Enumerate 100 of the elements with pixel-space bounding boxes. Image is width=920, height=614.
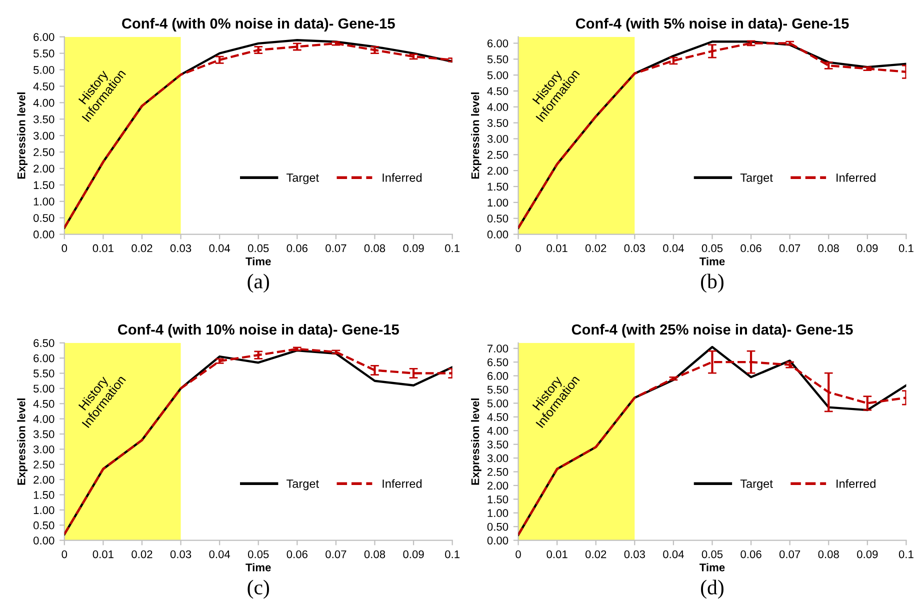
- y-tick-label: 5.00: [487, 399, 508, 408]
- y-tick-label: 1.00: [34, 198, 54, 206]
- x-tick-label: 0.01: [92, 550, 114, 558]
- x-tick-label: 0.01: [546, 244, 568, 252]
- y-tick-label: 3.00: [487, 454, 508, 462]
- x-tick-label: 0.08: [818, 244, 839, 252]
- x-tick-label: 0.05: [702, 550, 723, 558]
- y-tick-label: 5.50: [487, 386, 508, 394]
- y-tick-label: 6.00: [487, 39, 508, 48]
- x-tick-label: 0.04: [663, 244, 684, 252]
- y-tick-label: 3.50: [33, 430, 54, 438]
- chart-title: Conf-4 (with 25% noise in data)- Gene-15: [572, 324, 853, 338]
- x-tick-label: 0.06: [740, 244, 762, 252]
- legend-label: Inferred: [382, 479, 422, 488]
- y-tick-label: 3.00: [33, 445, 54, 454]
- x-axis-title: Time: [246, 257, 271, 266]
- x-axis-title: Time: [699, 563, 725, 572]
- y-tick-label: 4.50: [33, 82, 54, 90]
- x-tick-label: 0.01: [546, 550, 568, 558]
- x-tick-label: 0.01: [92, 244, 114, 252]
- x-tick-label: 0.08: [818, 550, 839, 558]
- y-tick-label: 6.50: [34, 339, 54, 348]
- y-tick-label: 0.00: [487, 230, 508, 238]
- x-tick-label: 0.06: [286, 244, 308, 252]
- y-tick-label: 1.50: [34, 181, 54, 190]
- x-tick-label: 0.05: [248, 244, 269, 252]
- text: (a): [248, 274, 270, 293]
- legend-label: Inferred: [836, 173, 876, 182]
- y-tick-label: 1.50: [488, 495, 508, 504]
- x-tick-label: 0: [62, 244, 68, 252]
- y-tick-label: 1.00: [34, 506, 54, 514]
- y-tick-label: 3.50: [33, 115, 54, 124]
- y-tick-label: 5.50: [487, 55, 508, 64]
- y-tick-label: 3.00: [33, 132, 54, 140]
- y-tick-label: 3.50: [487, 119, 508, 127]
- x-tick-label: 0.03: [624, 550, 645, 558]
- y-tick-label: 4.00: [33, 415, 54, 423]
- x-tick-label: 0.1: [898, 550, 914, 558]
- y-tick-label: 2.50: [487, 150, 508, 159]
- y-axis-title: Expression level: [17, 92, 28, 179]
- y-tick-label: 4.50: [487, 87, 508, 96]
- legend-label: Target: [286, 480, 319, 490]
- text: (d): [701, 580, 724, 599]
- legend-label: Inferred: [382, 173, 422, 182]
- text: (c): [248, 580, 270, 599]
- y-tick-label: 1.50: [488, 182, 508, 191]
- x-tick-label: 0.04: [209, 244, 230, 252]
- y-axis-title: Expression level: [471, 92, 482, 179]
- y-tick-label: 2.50: [487, 468, 508, 476]
- y-tick-label: 6.50: [487, 358, 508, 366]
- x-tick-label: 0: [62, 550, 68, 558]
- y-tick-label: 2.50: [34, 460, 54, 469]
- x-tick-label: 0.04: [663, 550, 684, 558]
- x-tick-label: 0.1: [445, 550, 460, 558]
- x-tick-label: 0.08: [364, 550, 386, 558]
- y-tick-label: 7.00: [488, 344, 508, 352]
- x-tick-label: 0.07: [326, 550, 346, 558]
- y-tick-label: 0.50: [33, 214, 54, 222]
- y-tick-label: 0.00: [487, 536, 508, 544]
- y-tick-label: 5.00: [34, 66, 54, 74]
- y-tick-label: 5.00: [34, 384, 54, 393]
- x-tick-label: 0.04: [209, 550, 230, 558]
- y-tick-label: 2.50: [34, 148, 54, 156]
- y-tick-label: 4.00: [487, 426, 508, 435]
- y-tick-label: 4.50: [33, 400, 54, 408]
- y-axis-title: Expression level: [17, 398, 28, 485]
- legend-label: Target: [740, 480, 773, 490]
- x-tick-label: 0.09: [403, 550, 424, 558]
- y-tick-label: 1.50: [34, 491, 54, 499]
- x-tick-label: 0: [516, 244, 521, 252]
- x-tick-label: 0: [516, 550, 521, 558]
- y-tick-label: 2.00: [34, 164, 54, 173]
- x-tick-label: 0.09: [403, 244, 424, 252]
- chart-title: Conf-4 (with 5% noise in data)- Gene-15: [576, 18, 849, 32]
- y-tick-label: 5.50: [34, 370, 54, 378]
- y-tick-label: 5.50: [34, 50, 54, 58]
- y-tick-label: 2.00: [34, 476, 54, 484]
- y-tick-label: 0.50: [487, 522, 508, 531]
- text: (b): [701, 274, 724, 293]
- y-tick-label: 0.00: [33, 536, 54, 544]
- x-axis-title: Time: [699, 257, 725, 266]
- x-tick-label: 0.02: [585, 550, 606, 558]
- y-tick-label: 3.50: [487, 440, 508, 448]
- x-tick-label: 0.03: [624, 244, 645, 252]
- y-tick-label: 0.50: [487, 214, 508, 222]
- x-tick-label: 0.06: [286, 550, 308, 558]
- y-tick-label: 0.50: [33, 521, 54, 530]
- y-tick-label: 1.00: [488, 509, 508, 518]
- chart-title: Conf-4 (with 0% noise in data)- Gene-15: [122, 18, 395, 32]
- x-tick-label: 0.02: [132, 550, 152, 558]
- y-axis-title: Expression level: [471, 398, 482, 485]
- x-tick-label: 0.05: [702, 244, 723, 252]
- y-tick-label: 4.00: [33, 98, 54, 107]
- x-tick-label: 0.05: [248, 550, 269, 558]
- y-tick-label: 6.00: [34, 354, 54, 362]
- x-tick-label: 0.1: [445, 244, 460, 252]
- y-tick-label: 2.00: [487, 482, 508, 490]
- x-tick-label: 0.07: [779, 550, 800, 558]
- y-tick-label: 6.00: [487, 372, 508, 380]
- x-tick-label: 0.1: [898, 244, 914, 252]
